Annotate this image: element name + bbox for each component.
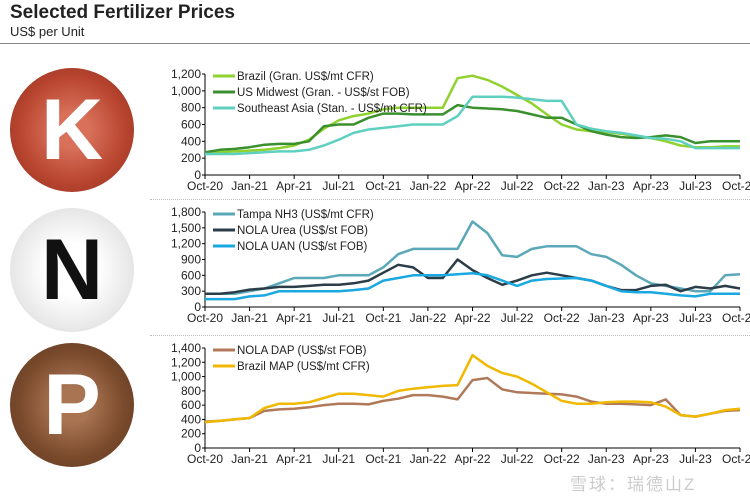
letter-n: N (40, 221, 104, 318)
legend-label: NOLA UAN (US$/st FOB) (237, 241, 368, 253)
x-tick-label: Jul-21 (322, 311, 355, 325)
y-tick-label: 600 (181, 398, 201, 412)
y-tick-label: 1,200 (171, 67, 201, 81)
y-tick-label: 1,000 (171, 370, 201, 384)
x-tick-label: Apr-22 (454, 179, 490, 193)
divider (150, 199, 750, 200)
series-line (205, 258, 741, 296)
y-tick-label: 400 (181, 134, 201, 148)
x-tick-label: Jan-21 (231, 311, 268, 325)
y-tick-label: 900 (181, 253, 201, 267)
y-tick-label: 800 (181, 101, 201, 115)
x-tick-label: Oct-21 (365, 452, 401, 465)
x-tick-label: Jan-21 (231, 452, 268, 465)
x-tick-label: Oct-22 (544, 311, 580, 325)
x-tick-label: Jul-23 (679, 452, 712, 465)
x-tick-label: Jul-22 (501, 452, 534, 465)
x-tick-label: Oct-23 (722, 311, 750, 325)
x-tick-label: Apr-21 (276, 452, 312, 465)
legend-label: Brazil (Gran. US$/mt CFR) (237, 71, 374, 83)
x-tick-label: Jul-21 (322, 452, 355, 465)
y-tick-label: 400 (181, 412, 201, 426)
series-line (205, 220, 741, 296)
x-tick-label: Oct-20 (187, 452, 223, 465)
y-tick-label: 1,800 (171, 205, 201, 219)
x-tick-label: Jan-23 (588, 179, 625, 193)
series-line (204, 353, 741, 424)
x-tick-label: Oct-21 (365, 311, 401, 325)
x-tick-label: Jan-23 (588, 311, 625, 325)
x-tick-label: Jul-23 (679, 179, 712, 193)
x-tick-label: Jan-21 (231, 179, 268, 193)
y-tick-label: 200 (181, 151, 201, 165)
x-tick-label: Jan-22 (410, 311, 447, 325)
x-tick-label: Oct-22 (544, 452, 580, 465)
legend-label: NOLA Urea (US$/st FOB) (237, 225, 368, 237)
y-tick-label: 600 (181, 268, 201, 282)
y-tick-label: 600 (181, 118, 201, 132)
letter-k: K (40, 81, 104, 178)
x-tick-label: Jul-23 (679, 311, 712, 325)
y-tick-label: 1,200 (171, 355, 201, 369)
y-tick-label: 1,400 (171, 341, 201, 355)
x-tick-label: Apr-22 (454, 452, 490, 465)
y-tick-label: 1,500 (171, 221, 201, 235)
y-tick-label: 1,200 (171, 237, 201, 251)
x-tick-label: Apr-21 (276, 311, 312, 325)
x-tick-label: Apr-22 (454, 311, 490, 325)
x-tick-label: Jan-22 (410, 452, 447, 465)
legend-label: Brazil MAP (US$/mt CFR) (237, 361, 370, 373)
x-tick-label: Oct-23 (722, 452, 750, 465)
series-line (205, 271, 740, 301)
watermark: 雪球：瑞德山Z (570, 475, 697, 494)
x-tick-label: Oct-20 (187, 179, 223, 193)
x-tick-label: Jan-23 (588, 452, 625, 465)
x-tick-label: Apr-23 (633, 311, 669, 325)
y-tick-label: 800 (181, 384, 201, 398)
x-tick-label: Jul-22 (501, 311, 534, 325)
y-tick-label: 0 (194, 168, 201, 182)
potash-chart: 0 200 400 600 800 1,000 1,200 Oct-20 Jan-21 Apr-2… (171, 67, 750, 193)
y-tick-label: 0 (194, 441, 201, 455)
series-line (205, 95, 740, 156)
legend-label: Southeast Asia (Stan. - US$/mt CFR) (237, 103, 427, 115)
phosphate-image: P (10, 343, 134, 467)
series-line (204, 376, 741, 423)
x-tick-label: Apr-23 (633, 179, 669, 193)
y-tick-label: 1,000 (171, 84, 201, 98)
page-subtitle: US$ per Unit (10, 24, 85, 39)
y-tick-label: 200 (181, 427, 201, 441)
x-tick-label: Oct-23 (722, 179, 750, 193)
page-title: Selected Fertilizer Prices (10, 2, 235, 23)
x-tick-label: Jul-21 (322, 179, 355, 193)
x-tick-label: Oct-22 (544, 179, 580, 193)
legend-label: Tampa NH3 (US$/mt CFR) (237, 209, 374, 221)
x-tick-label: Jul-22 (501, 179, 534, 193)
legend-label: NOLA DAP (US$/st FOB) (237, 345, 367, 357)
y-tick-label: 300 (181, 284, 201, 298)
nitrogen-image: N (10, 208, 134, 332)
x-tick-label: Apr-23 (633, 452, 669, 465)
potash-image: K (10, 68, 134, 192)
x-tick-label: Apr-21 (276, 179, 312, 193)
legend-label: US Midwest (Gran. - US$/st FOB) (237, 87, 410, 99)
divider (0, 43, 750, 44)
x-tick-label: Oct-20 (187, 311, 223, 325)
x-tick-label: Oct-21 (365, 179, 401, 193)
y-tick-label: 0 (194, 300, 201, 314)
letter-p: P (43, 356, 101, 453)
divider (150, 335, 750, 336)
x-tick-label: Jan-22 (410, 179, 447, 193)
